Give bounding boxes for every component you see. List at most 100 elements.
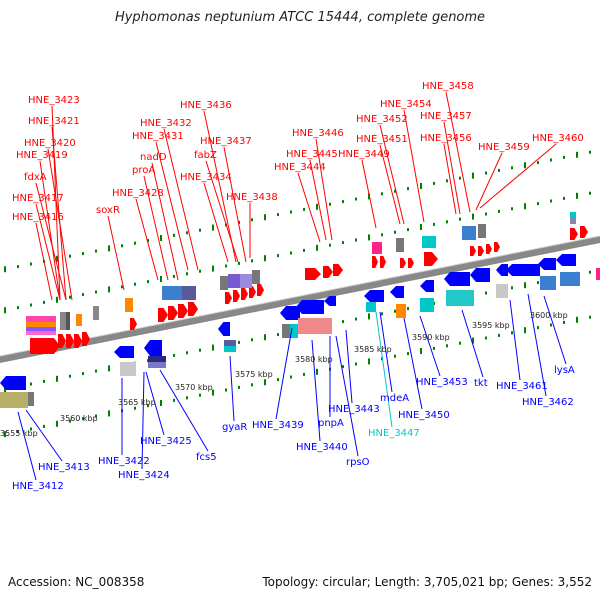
tick-mark — [537, 202, 539, 206]
forward-gene-arrow — [372, 256, 378, 268]
forward-gene-arrow — [30, 338, 60, 354]
leader-line — [297, 172, 321, 243]
tick-mark — [43, 379, 45, 383]
tick-mark — [160, 400, 162, 406]
forward-gene-arrow — [241, 288, 248, 300]
tick-mark — [69, 419, 71, 423]
gene-block — [26, 331, 56, 335]
gene-label: fabZ — [194, 150, 217, 161]
gene-label: HNE_3461 — [496, 381, 548, 392]
gene-block — [148, 362, 166, 368]
gene-block — [66, 312, 70, 330]
leader-line — [309, 159, 327, 241]
forward-gene-arrow — [305, 268, 321, 280]
gene-label: HNE_3456 — [420, 133, 472, 144]
gene-features — [0, 212, 600, 408]
gene-label: HNE_3458 — [422, 81, 474, 92]
tick-mark — [485, 212, 487, 216]
gene-label: HNE_3447 — [368, 428, 420, 439]
gene-block — [366, 302, 376, 312]
gene-block — [396, 238, 404, 252]
backbone-highlight — [0, 235, 600, 357]
gene-block — [76, 314, 82, 326]
tick-mark — [316, 244, 318, 251]
gene-label: gyaR — [222, 422, 247, 433]
leader-line — [151, 162, 179, 281]
tick-mark — [134, 241, 136, 245]
tick-mark — [459, 217, 461, 221]
tick-mark — [316, 368, 318, 375]
gene-label: HNE_3413 — [38, 462, 90, 473]
gene-label: HNE_3457 — [420, 111, 472, 122]
forward-gene-arrow — [257, 284, 264, 296]
tick-mark — [433, 346, 435, 350]
tick-mark — [381, 233, 383, 237]
tick-mark — [251, 383, 253, 387]
tick-mark — [589, 191, 591, 195]
gene-label: fdxA — [24, 172, 47, 183]
leader-line — [379, 144, 401, 225]
gene-block — [224, 340, 236, 346]
gene-block — [596, 268, 600, 280]
tick-mark — [368, 358, 370, 365]
gene-block — [422, 236, 436, 248]
kbp-tick-label: 3555 kbp — [0, 429, 38, 438]
tick-mark — [277, 254, 279, 258]
forward-gene-arrow — [333, 264, 343, 276]
tick-mark — [82, 417, 84, 421]
leader-line — [47, 148, 73, 301]
tick-mark — [550, 199, 552, 203]
tick-mark — [407, 352, 409, 356]
gene-block — [298, 318, 332, 334]
tick-mark — [108, 365, 110, 372]
forward-gene-arrow — [66, 334, 74, 348]
forward-gene-arrow — [570, 228, 578, 240]
tick-mark — [238, 261, 240, 265]
tick-mark — [147, 239, 149, 243]
gene-label: HNE_3417 — [12, 193, 64, 204]
tick-mark — [212, 265, 214, 272]
tick-mark — [160, 276, 162, 282]
tick-mark — [537, 161, 539, 165]
tick-mark — [4, 431, 6, 438]
leader-line — [445, 91, 471, 213]
tick-mark — [589, 270, 591, 274]
forward-gene-arrow — [323, 266, 333, 278]
gene-block — [125, 298, 133, 312]
reverse-gene-arrow — [0, 376, 26, 390]
gene-block — [148, 356, 166, 362]
tick-mark — [199, 228, 201, 232]
forward-gene-arrow — [494, 242, 500, 252]
tick-mark — [394, 354, 396, 358]
tick-mark — [264, 379, 266, 386]
tick-mark — [173, 274, 175, 278]
gene-label: tkt — [474, 378, 488, 389]
gene-label: HNE_3454 — [380, 99, 432, 110]
gene-label: mdeA — [380, 393, 409, 404]
tick-mark — [537, 281, 539, 285]
leader-line — [379, 124, 405, 225]
gene-label: proA — [132, 165, 155, 176]
kbp-tick-label: 3590 kbp — [412, 333, 450, 342]
tick-mark — [511, 207, 513, 211]
tick-mark — [264, 214, 266, 221]
gene-block — [0, 392, 28, 408]
tick-mark — [524, 327, 526, 334]
tick-mark — [290, 375, 292, 379]
tick-mark — [498, 168, 500, 172]
leader-line — [35, 222, 53, 301]
forward-gene-arrow — [400, 258, 406, 268]
forward-gene-arrow — [486, 244, 492, 254]
tick-mark — [121, 285, 123, 289]
gene-block — [182, 286, 196, 300]
forward-gene-arrow — [470, 246, 476, 256]
tick-mark — [407, 228, 409, 232]
gene-label: HNE_3451 — [356, 134, 408, 145]
tick-mark — [56, 255, 58, 262]
gene-label: pnpA — [318, 418, 344, 429]
gene-label: HNE_3449 — [338, 149, 390, 160]
forward-gene-arrow — [188, 302, 198, 316]
leader-line — [35, 203, 61, 301]
gene-label: HNE_3462 — [522, 397, 574, 408]
tick-mark — [238, 340, 240, 344]
